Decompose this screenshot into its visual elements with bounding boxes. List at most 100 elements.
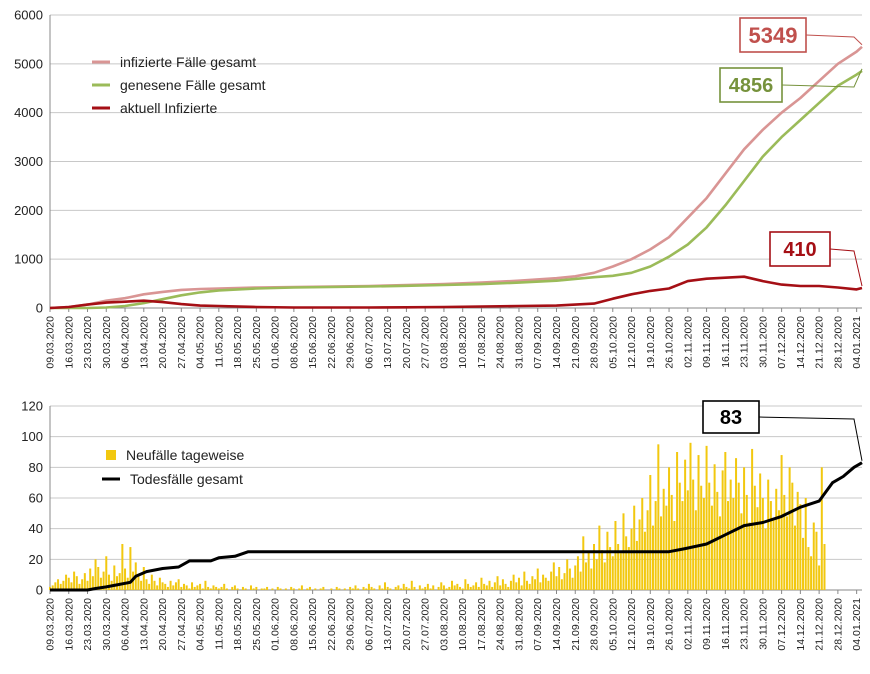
bar	[552, 562, 555, 590]
x-tick-label: 25.05.2020	[251, 316, 263, 369]
bar	[630, 528, 633, 590]
legend-label: genesene Fälle gesamt	[120, 77, 266, 93]
bar	[467, 583, 470, 590]
x-tick-label: 04.01.2021	[851, 598, 863, 651]
bar	[558, 567, 561, 590]
bar	[761, 498, 764, 590]
bar	[681, 501, 684, 590]
y-tick-label: 120	[21, 399, 43, 414]
x-tick-label: 26.10.2020	[664, 316, 676, 369]
bar	[584, 562, 587, 590]
bar	[769, 501, 772, 590]
bar	[662, 488, 665, 590]
bar	[413, 586, 416, 590]
bar	[499, 585, 502, 590]
bar	[129, 547, 132, 590]
x-tick-label: 14.12.2020	[795, 316, 807, 369]
bar	[233, 585, 236, 590]
bar	[542, 574, 545, 590]
x-tick-label: 27.04.2020	[176, 316, 188, 369]
x-tick-label: 03.08.2020	[438, 598, 450, 651]
bar	[124, 568, 127, 590]
bar	[150, 574, 153, 590]
x-tick-label: 11.05.2020	[213, 598, 225, 650]
bar	[188, 588, 191, 590]
bar	[94, 559, 97, 590]
x-tick-label: 23.03.2020	[82, 316, 94, 369]
bar	[788, 467, 791, 590]
bar	[777, 510, 780, 590]
x-tick-label: 16.11.2020	[720, 316, 732, 368]
bar	[783, 494, 786, 590]
bar	[448, 586, 451, 590]
bar	[461, 588, 464, 590]
bar	[727, 501, 730, 590]
bar	[102, 571, 105, 590]
bar	[217, 588, 220, 590]
x-tick-label: 21.12.2020	[814, 316, 826, 369]
bar	[410, 580, 413, 590]
bar	[732, 498, 735, 590]
bar	[354, 585, 357, 590]
x-tick-label: 23.11.2020	[739, 598, 751, 650]
bar	[689, 442, 692, 590]
bar	[105, 556, 108, 590]
x-tick-label: 09.03.2020	[45, 598, 57, 651]
bar	[526, 580, 529, 590]
bar	[627, 547, 630, 590]
x-tick-label: 16.11.2020	[720, 598, 732, 650]
x-tick-label: 04.05.2020	[195, 598, 207, 651]
bar	[764, 528, 767, 590]
bar	[306, 588, 309, 590]
x-tick-label: 17.08.2020	[476, 598, 488, 651]
bar	[593, 544, 596, 590]
bar	[748, 522, 751, 590]
bar	[292, 588, 295, 590]
bar	[357, 588, 360, 590]
y-tick-label: 0	[36, 583, 43, 598]
bar	[488, 580, 491, 590]
x-tick-label: 13.04.2020	[138, 316, 150, 369]
bar	[697, 455, 700, 590]
bar	[308, 586, 311, 590]
y-tick-label: 5000	[14, 56, 43, 71]
bar	[225, 588, 228, 590]
bar	[509, 580, 512, 590]
x-tick-label: 06.07.2020	[363, 598, 375, 651]
bar	[118, 573, 121, 590]
x-tick-label: 05.10.2020	[607, 316, 619, 369]
bar	[180, 586, 183, 590]
x-tick-label: 28.09.2020	[589, 598, 601, 651]
bar	[501, 579, 504, 590]
bar	[638, 519, 641, 590]
bar	[220, 586, 223, 590]
x-tick-label: 12.10.2020	[626, 598, 638, 651]
bar	[397, 585, 400, 590]
bar	[523, 571, 526, 590]
bar	[429, 588, 432, 590]
bar	[571, 577, 574, 590]
bar	[528, 583, 531, 590]
x-tick-label: 29.06.2020	[345, 598, 357, 651]
bar	[563, 573, 566, 590]
bar	[635, 540, 638, 590]
bar	[437, 586, 440, 590]
bar	[708, 482, 711, 590]
x-tick-label: 19.10.2020	[645, 598, 657, 651]
bar	[193, 586, 196, 590]
x-tick-label: 03.08.2020	[438, 316, 450, 369]
x-tick-label: 09.11.2020	[701, 316, 713, 368]
bar	[566, 559, 569, 590]
bar	[724, 452, 727, 590]
bar	[815, 531, 818, 590]
callout-box	[702, 400, 760, 434]
x-tick-label: 17.08.2020	[476, 316, 488, 369]
bar	[796, 491, 799, 590]
bar	[512, 574, 515, 590]
bar	[619, 553, 622, 590]
bar	[785, 516, 788, 590]
bar	[424, 586, 427, 590]
bar	[142, 567, 145, 590]
bar	[485, 585, 488, 590]
bar	[78, 583, 81, 590]
